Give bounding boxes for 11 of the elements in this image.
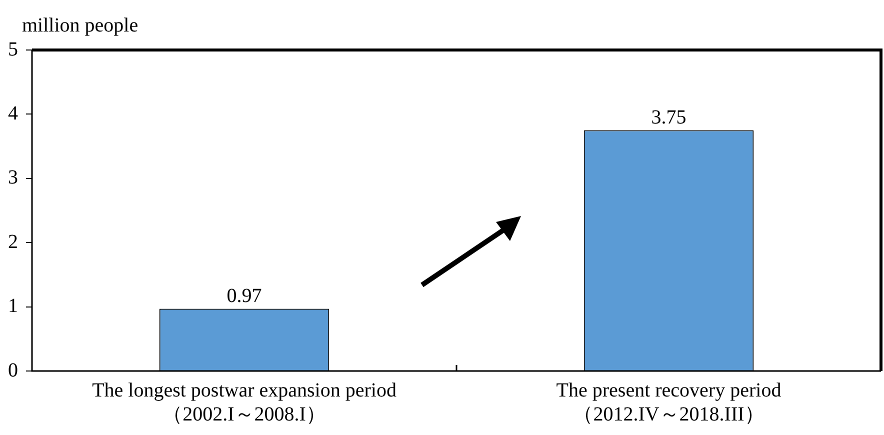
y-tick-label: 2 [8,230,18,253]
y-tick-label: 4 [8,102,18,124]
data-label: 3.75 [651,106,686,128]
x-tick-label: The present recovery period （2012.IV～2018.III） [556,379,782,426]
x-tick-label: The longest postwar expansion period （2002.I～2008.I） [92,379,396,426]
y-tick-label: 5 [8,38,18,60]
y-axis-title: million people [22,14,138,36]
y-tick-label: 3 [8,166,18,189]
y-tick-label: 0 [8,359,18,382]
data-label: 0.97 [226,284,262,307]
y-tick-label: 1 [8,295,18,318]
